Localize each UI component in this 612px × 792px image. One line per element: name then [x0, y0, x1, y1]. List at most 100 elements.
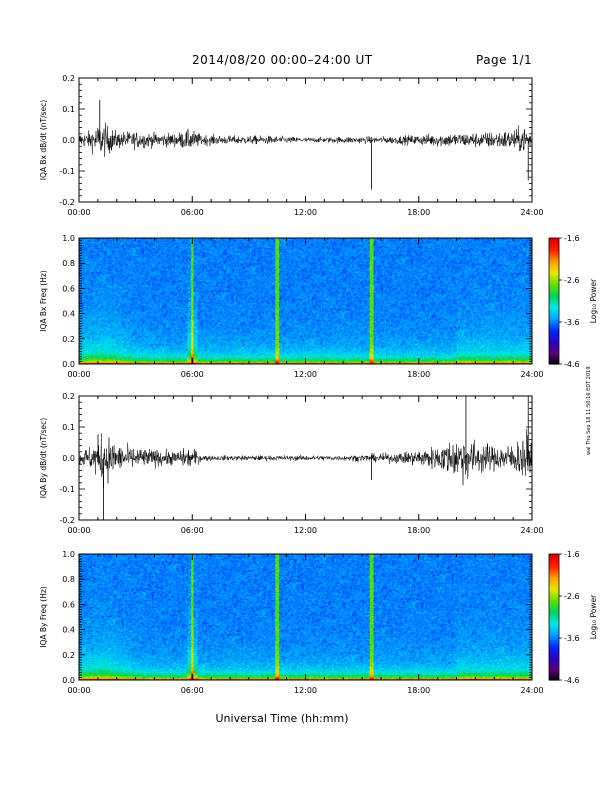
colorbar-step	[549, 581, 559, 584]
colorbar-step	[549, 627, 559, 631]
x-tick-label: 24:00	[520, 526, 543, 535]
bx-waveform-trace	[78, 99, 533, 190]
colorbar-step	[549, 566, 559, 570]
colorbar-tick-label: -2.6	[564, 592, 580, 601]
by-waveform-trace	[78, 396, 533, 520]
y-tick-label: 1.0	[62, 234, 75, 243]
colorbar-step	[549, 575, 559, 578]
colorbar-step	[549, 311, 559, 315]
y-tick-label: 0.8	[62, 575, 75, 584]
colorbar-step	[549, 564, 559, 568]
colorbar-step	[549, 669, 559, 673]
colorbar-step	[549, 665, 559, 668]
colorbar-step	[549, 652, 559, 656]
x-tick-label: 12:00	[294, 208, 317, 217]
colorbar-step	[549, 277, 559, 281]
colorbar-step	[549, 259, 559, 262]
colorbar-step	[549, 642, 559, 645]
colorbar-step	[549, 640, 559, 643]
x-tick-label: 00:00	[67, 208, 90, 217]
bx-spectrogram-ylabel: IQA Bx Freq (Hz)	[39, 270, 48, 332]
y-tick-label: 0.0	[62, 136, 75, 145]
x-tick-label: 18:00	[407, 370, 430, 379]
colorbar-step	[549, 667, 559, 671]
colorbar-step	[549, 608, 559, 612]
colorbar-step	[549, 355, 559, 359]
colorbar-step	[549, 244, 559, 247]
colorbar-tick-label: -1.6	[564, 234, 580, 243]
x-tick-label: 12:00	[294, 526, 317, 535]
colorbar-step	[549, 303, 559, 306]
colorbar-tick-label: -4.6	[564, 676, 580, 685]
y-tick-label: 0.2	[62, 335, 75, 344]
y-tick-label: 0.2	[62, 392, 75, 401]
colorbar-step	[549, 359, 559, 363]
colorbar-tick-label: -3.6	[564, 634, 580, 643]
x-tick-label: 12:00	[294, 370, 317, 379]
page-indicator: Page 1/1	[476, 53, 533, 67]
colorbar-step	[549, 587, 559, 591]
colorbar-step	[549, 254, 559, 258]
colorbar-step	[549, 265, 559, 268]
y-tick-label: 0.8	[62, 259, 75, 268]
bx-waveform-ylabel: IQA Bx dB/dt (nT/sec)	[39, 100, 48, 181]
y-tick-label: 0.1	[62, 423, 75, 432]
colorbar-step	[549, 629, 559, 633]
colorbar-tick-label: -1.6	[564, 550, 580, 559]
colorbar-step	[549, 646, 559, 650]
x-axis-label: Universal Time (hh:mm)	[216, 712, 349, 725]
colorbar-step	[549, 558, 559, 561]
bx-spectrogram-axes: 00:00 06:00 12:00 18:00 24:00 1.0 0.8 0.6 0.4 0.2…	[39, 234, 544, 379]
colorbar-step	[549, 242, 559, 245]
colorbar-step	[549, 602, 559, 605]
colorbar-step	[549, 345, 559, 348]
x-tick-label: 18:00	[407, 686, 430, 695]
x-tick-label: 06:00	[181, 526, 204, 535]
colorbar-step	[549, 315, 559, 319]
y-tick-label: 0.2	[62, 74, 75, 83]
colorbar-step	[549, 610, 559, 614]
by-waveform-axes: 00:00 06:00 12:00 18:00 24:00 0.2 0.1 0.0 -0.1 -0…	[39, 392, 544, 535]
colorbar-step	[549, 556, 559, 559]
colorbar-step	[549, 635, 559, 639]
colorbar-step	[549, 572, 559, 576]
colorbar-step	[549, 633, 559, 637]
x-tick-label: 00:00	[67, 526, 90, 535]
colorbar-step	[549, 598, 559, 601]
colorbar-step	[549, 353, 559, 357]
colorbar-step	[549, 280, 559, 283]
colorbar-step	[549, 560, 559, 563]
colorbar-step	[549, 319, 559, 323]
y-tick-label: 0.6	[62, 600, 75, 609]
colorbar-step	[549, 343, 559, 346]
colorbar-step	[549, 361, 559, 365]
colorbar-step	[549, 614, 559, 618]
colorbar-step	[549, 332, 559, 336]
colorbar-label: Log₁₀ Power	[589, 594, 598, 639]
colorbar-step	[549, 638, 559, 641]
colorbar-frame	[548, 237, 560, 365]
bx-waveform-axes: 00:00 06:00 12:00 18:00 24:00 0.2 0.1 0.0 -0.1 -0…	[39, 74, 544, 217]
colorbar-step	[549, 248, 559, 252]
by-spectrogram-colorbar: -1.6 -2.6 -3.6 -4.6 Log₁₀ Power	[548, 550, 598, 685]
colorbar-step	[549, 298, 559, 302]
x-tick-label: 24:00	[520, 208, 543, 217]
x-tick-label: 18:00	[407, 208, 430, 217]
colorbar-step	[549, 577, 559, 580]
colorbar-step	[549, 357, 559, 361]
colorbar-step	[549, 294, 559, 298]
colorbar-step	[549, 309, 559, 313]
y-tick-label: 0.0	[62, 676, 75, 685]
colorbar-step	[549, 322, 559, 325]
colorbar-step	[549, 317, 559, 321]
colorbar-step	[549, 583, 559, 587]
colorbar-step	[549, 568, 559, 572]
colorbar-step	[549, 659, 559, 662]
colorbar-frame	[548, 553, 560, 681]
x-tick-label: 18:00	[407, 526, 430, 535]
y-tick-label: 0.4	[62, 310, 75, 319]
colorbar-step	[549, 661, 559, 664]
colorbar-step	[549, 570, 559, 574]
x-tick-label: 24:00	[520, 370, 543, 379]
